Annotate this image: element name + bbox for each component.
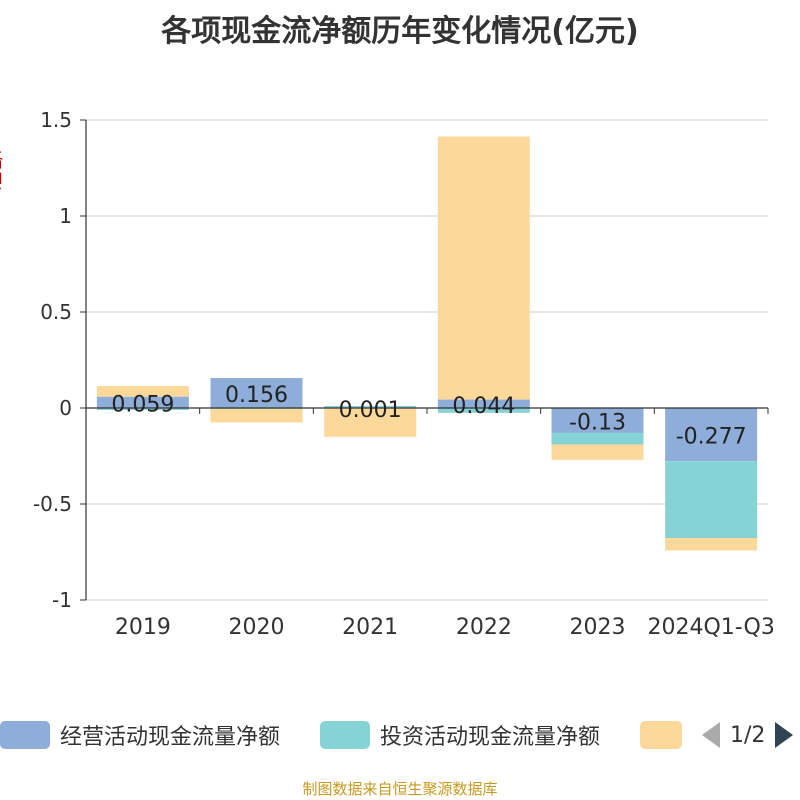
bar-series-3-2023: [551, 444, 644, 460]
legend-item-third-series[interactable]: [640, 720, 692, 750]
bar-series-3-2020: [210, 408, 303, 423]
data-label: 0.001: [339, 398, 402, 423]
y-tick-label: 1.5: [40, 108, 72, 132]
data-label: -0.13: [569, 410, 626, 435]
legend-pager: 1/2: [702, 720, 794, 750]
grid-lines: [86, 119, 768, 601]
bar-series-3-2024Q1-Q3: [665, 537, 758, 551]
bar-series-2-2021: [324, 405, 417, 408]
legend-page-indicator: 1/2: [730, 722, 766, 748]
legend-label-operating: 经营活动现金流量净额: [60, 725, 281, 750]
bar-series-3-2022: [437, 136, 530, 400]
y-tick-label: 0.5: [40, 300, 72, 324]
next-page-icon[interactable]: [775, 722, 794, 748]
y-tick-label: 0: [59, 396, 72, 420]
bar-series-1-2020: [210, 378, 303, 408]
x-tick-label: 2024Q1-Q3: [647, 615, 774, 640]
data-source-note: 制图数据来自恒生聚源数据库: [302, 780, 498, 798]
bar-series-2-2019: [96, 408, 189, 410]
bar-series-1-2022: [437, 399, 530, 408]
data-labels: 0.059 0.156 0.001 0.044 -0.13 -0.277: [111, 383, 746, 450]
y-tick-label: 1: [59, 204, 72, 228]
bar-series-2-2022: [437, 408, 530, 413]
x-tick-label: 2019: [115, 615, 171, 640]
axes: -1 -0.5 0 0.5 1 1.5 2019 2020 2021 2022 2023 2024Q1…: [33, 108, 775, 640]
data-label: 0.059: [111, 392, 174, 417]
data-label: 0.156: [225, 383, 288, 408]
bar-series-1-2024Q1-Q3: [665, 408, 758, 462]
bar-series-3-2019: [96, 386, 189, 397]
y-tick-label: -0.5: [33, 492, 72, 516]
data-label: 0.044: [452, 394, 515, 419]
legend-label-investing: 投资活动现金流量净额: [380, 725, 601, 750]
legend-swatch-third-series: [640, 721, 682, 749]
bar-series-1-2019: [96, 396, 189, 408]
chart-title: 各项现金流净额历年变化情况(亿元): [161, 14, 639, 49]
y-tick-label: -1: [52, 588, 72, 612]
x-tick-label: 2020: [229, 615, 285, 640]
bar-series-3-2021: [324, 408, 417, 437]
legend-swatch-investing: [320, 721, 370, 749]
x-tick-label: 2021: [342, 615, 398, 640]
legend-item-operating[interactable]: 经营活动现金流量净额: [0, 720, 280, 750]
legend-item-investing[interactable]: 投资活动现金流量净额: [320, 720, 600, 750]
bar-series-1-2023: [551, 408, 644, 433]
bar-series-2-2023: [551, 432, 644, 445]
data-label: -0.277: [676, 425, 747, 450]
legend: 经营活动现金流量净额 投资活动现金流量净额 1/2: [0, 716, 800, 756]
prev-page-icon[interactable]: [702, 722, 720, 748]
x-tick-label: 2022: [456, 615, 512, 640]
bar-series-2-2024Q1-Q3: [665, 461, 758, 538]
legend-swatch-operating: [0, 721, 50, 749]
x-tick-label: 2023: [570, 615, 626, 640]
bars: [96, 136, 758, 551]
